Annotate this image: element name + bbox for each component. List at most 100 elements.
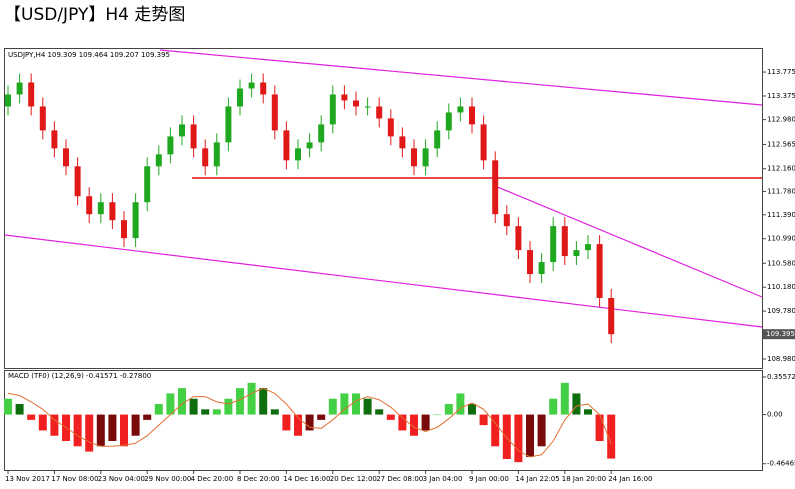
candle-body xyxy=(608,297,615,335)
x-tick-label: 14 Dec 16:00 xyxy=(283,475,330,483)
macd-bar xyxy=(386,414,395,420)
macd-bar xyxy=(421,414,430,431)
candle-body xyxy=(295,148,301,161)
macd-bar xyxy=(15,404,24,415)
candle-body xyxy=(225,106,232,143)
candle-body xyxy=(411,148,417,167)
candle-body xyxy=(213,142,220,167)
macd-bar xyxy=(96,414,105,447)
candle-body xyxy=(550,226,557,263)
price-header: USDJPY,H4 109.309 109.464 109.207 109.39… xyxy=(8,51,170,59)
y-tick-label: 110.580 xyxy=(767,259,795,267)
macd-bar xyxy=(73,414,82,447)
macd-bar xyxy=(305,414,314,431)
macd-bar xyxy=(50,414,59,436)
candle-body xyxy=(480,124,487,161)
macd-bar xyxy=(537,414,546,447)
candle-body xyxy=(179,124,185,137)
x-tick-label: 29 Nov 00:00 xyxy=(144,475,191,483)
trend-line xyxy=(494,185,763,298)
macd-bar xyxy=(166,393,175,415)
candle-body xyxy=(596,244,603,298)
candle-body xyxy=(86,196,93,215)
macd-bar xyxy=(178,388,186,415)
candle-body xyxy=(5,94,11,107)
macd-panel xyxy=(4,370,763,471)
candle-body xyxy=(457,106,464,113)
macd-bar xyxy=(120,414,128,447)
macd-bar xyxy=(479,414,488,426)
macd-bar xyxy=(189,398,198,415)
page-title: 【USD/JPY】H4 走势图 xyxy=(4,5,185,25)
candle-body xyxy=(341,94,348,101)
x-tick-label: 8 Dec 20:00 xyxy=(237,475,280,483)
y-tick-label: 110.990 xyxy=(767,235,795,243)
macd-bar xyxy=(444,404,453,415)
candle-body xyxy=(422,148,429,167)
macd-bar xyxy=(201,409,210,415)
candle-body xyxy=(376,106,383,119)
macd-bar xyxy=(294,414,302,436)
candle-body xyxy=(492,160,499,215)
candle-body xyxy=(97,202,104,215)
candle-body xyxy=(364,106,371,108)
macd-bar xyxy=(224,398,233,415)
x-tick-label: 3 Jan 04:00 xyxy=(423,475,463,483)
candle-body xyxy=(237,88,243,107)
macd-bar xyxy=(375,409,384,415)
macd-bar xyxy=(468,404,476,415)
candle-body xyxy=(329,94,336,125)
y-tick-label: 113.375 xyxy=(767,92,795,100)
x-tick-label: 17 Nov 08:00 xyxy=(51,475,98,483)
macd-bar xyxy=(526,414,534,457)
candle-body xyxy=(260,82,267,95)
x-tick-label: 18 Jan 20:00 xyxy=(562,475,606,483)
macd-bar xyxy=(108,414,117,442)
y-tick-label: 110.180 xyxy=(767,283,795,291)
y-tick-label: 113.775 xyxy=(767,68,795,76)
candle-body xyxy=(445,112,452,131)
price-panel xyxy=(4,48,763,369)
macd-bar xyxy=(85,414,94,452)
y-tick-label: 111.390 xyxy=(767,211,795,219)
x-tick-label: 20 Dec 12:00 xyxy=(330,475,377,483)
candle-body xyxy=(121,220,127,239)
macd-bar xyxy=(4,398,12,415)
candle-body xyxy=(434,130,441,149)
x-tick-label: 24 Jan 16:00 xyxy=(608,475,652,483)
y-tick-label: 0.35572 xyxy=(767,373,795,381)
macd-bar xyxy=(433,414,442,416)
candle-body xyxy=(144,166,151,203)
macd-bar xyxy=(363,398,372,415)
signal-line xyxy=(7,387,612,458)
candle-body xyxy=(538,262,545,275)
macd-bar xyxy=(352,393,360,415)
candle-body xyxy=(74,166,81,197)
macd-bar xyxy=(247,382,256,415)
y-tick-label: 112.160 xyxy=(767,165,795,173)
candle-body xyxy=(353,100,359,107)
candle-body xyxy=(248,82,255,89)
macd-bar xyxy=(27,414,36,420)
candle-body xyxy=(271,94,278,131)
candle-body xyxy=(51,130,58,149)
x-tick-label: 14 Jan 22:05 xyxy=(515,475,559,483)
macd-bar xyxy=(491,414,500,447)
candle-body xyxy=(469,106,475,125)
macd-bar xyxy=(572,393,581,415)
candle-body xyxy=(503,214,510,227)
candle-body xyxy=(527,250,533,275)
candle-body xyxy=(28,82,35,107)
macd-bar xyxy=(595,414,604,442)
y-tick-label: 0.00 xyxy=(767,411,783,419)
candle-body xyxy=(63,148,69,167)
x-tick-label: 13 Nov 2017 xyxy=(5,475,50,483)
macd-bar xyxy=(456,393,465,415)
candle-body xyxy=(573,250,580,257)
macd-bar xyxy=(282,414,291,431)
candle-body xyxy=(318,124,325,143)
y-tick-label: 109.780 xyxy=(767,307,795,315)
candle-body xyxy=(306,142,313,149)
macd-bar xyxy=(131,414,140,436)
